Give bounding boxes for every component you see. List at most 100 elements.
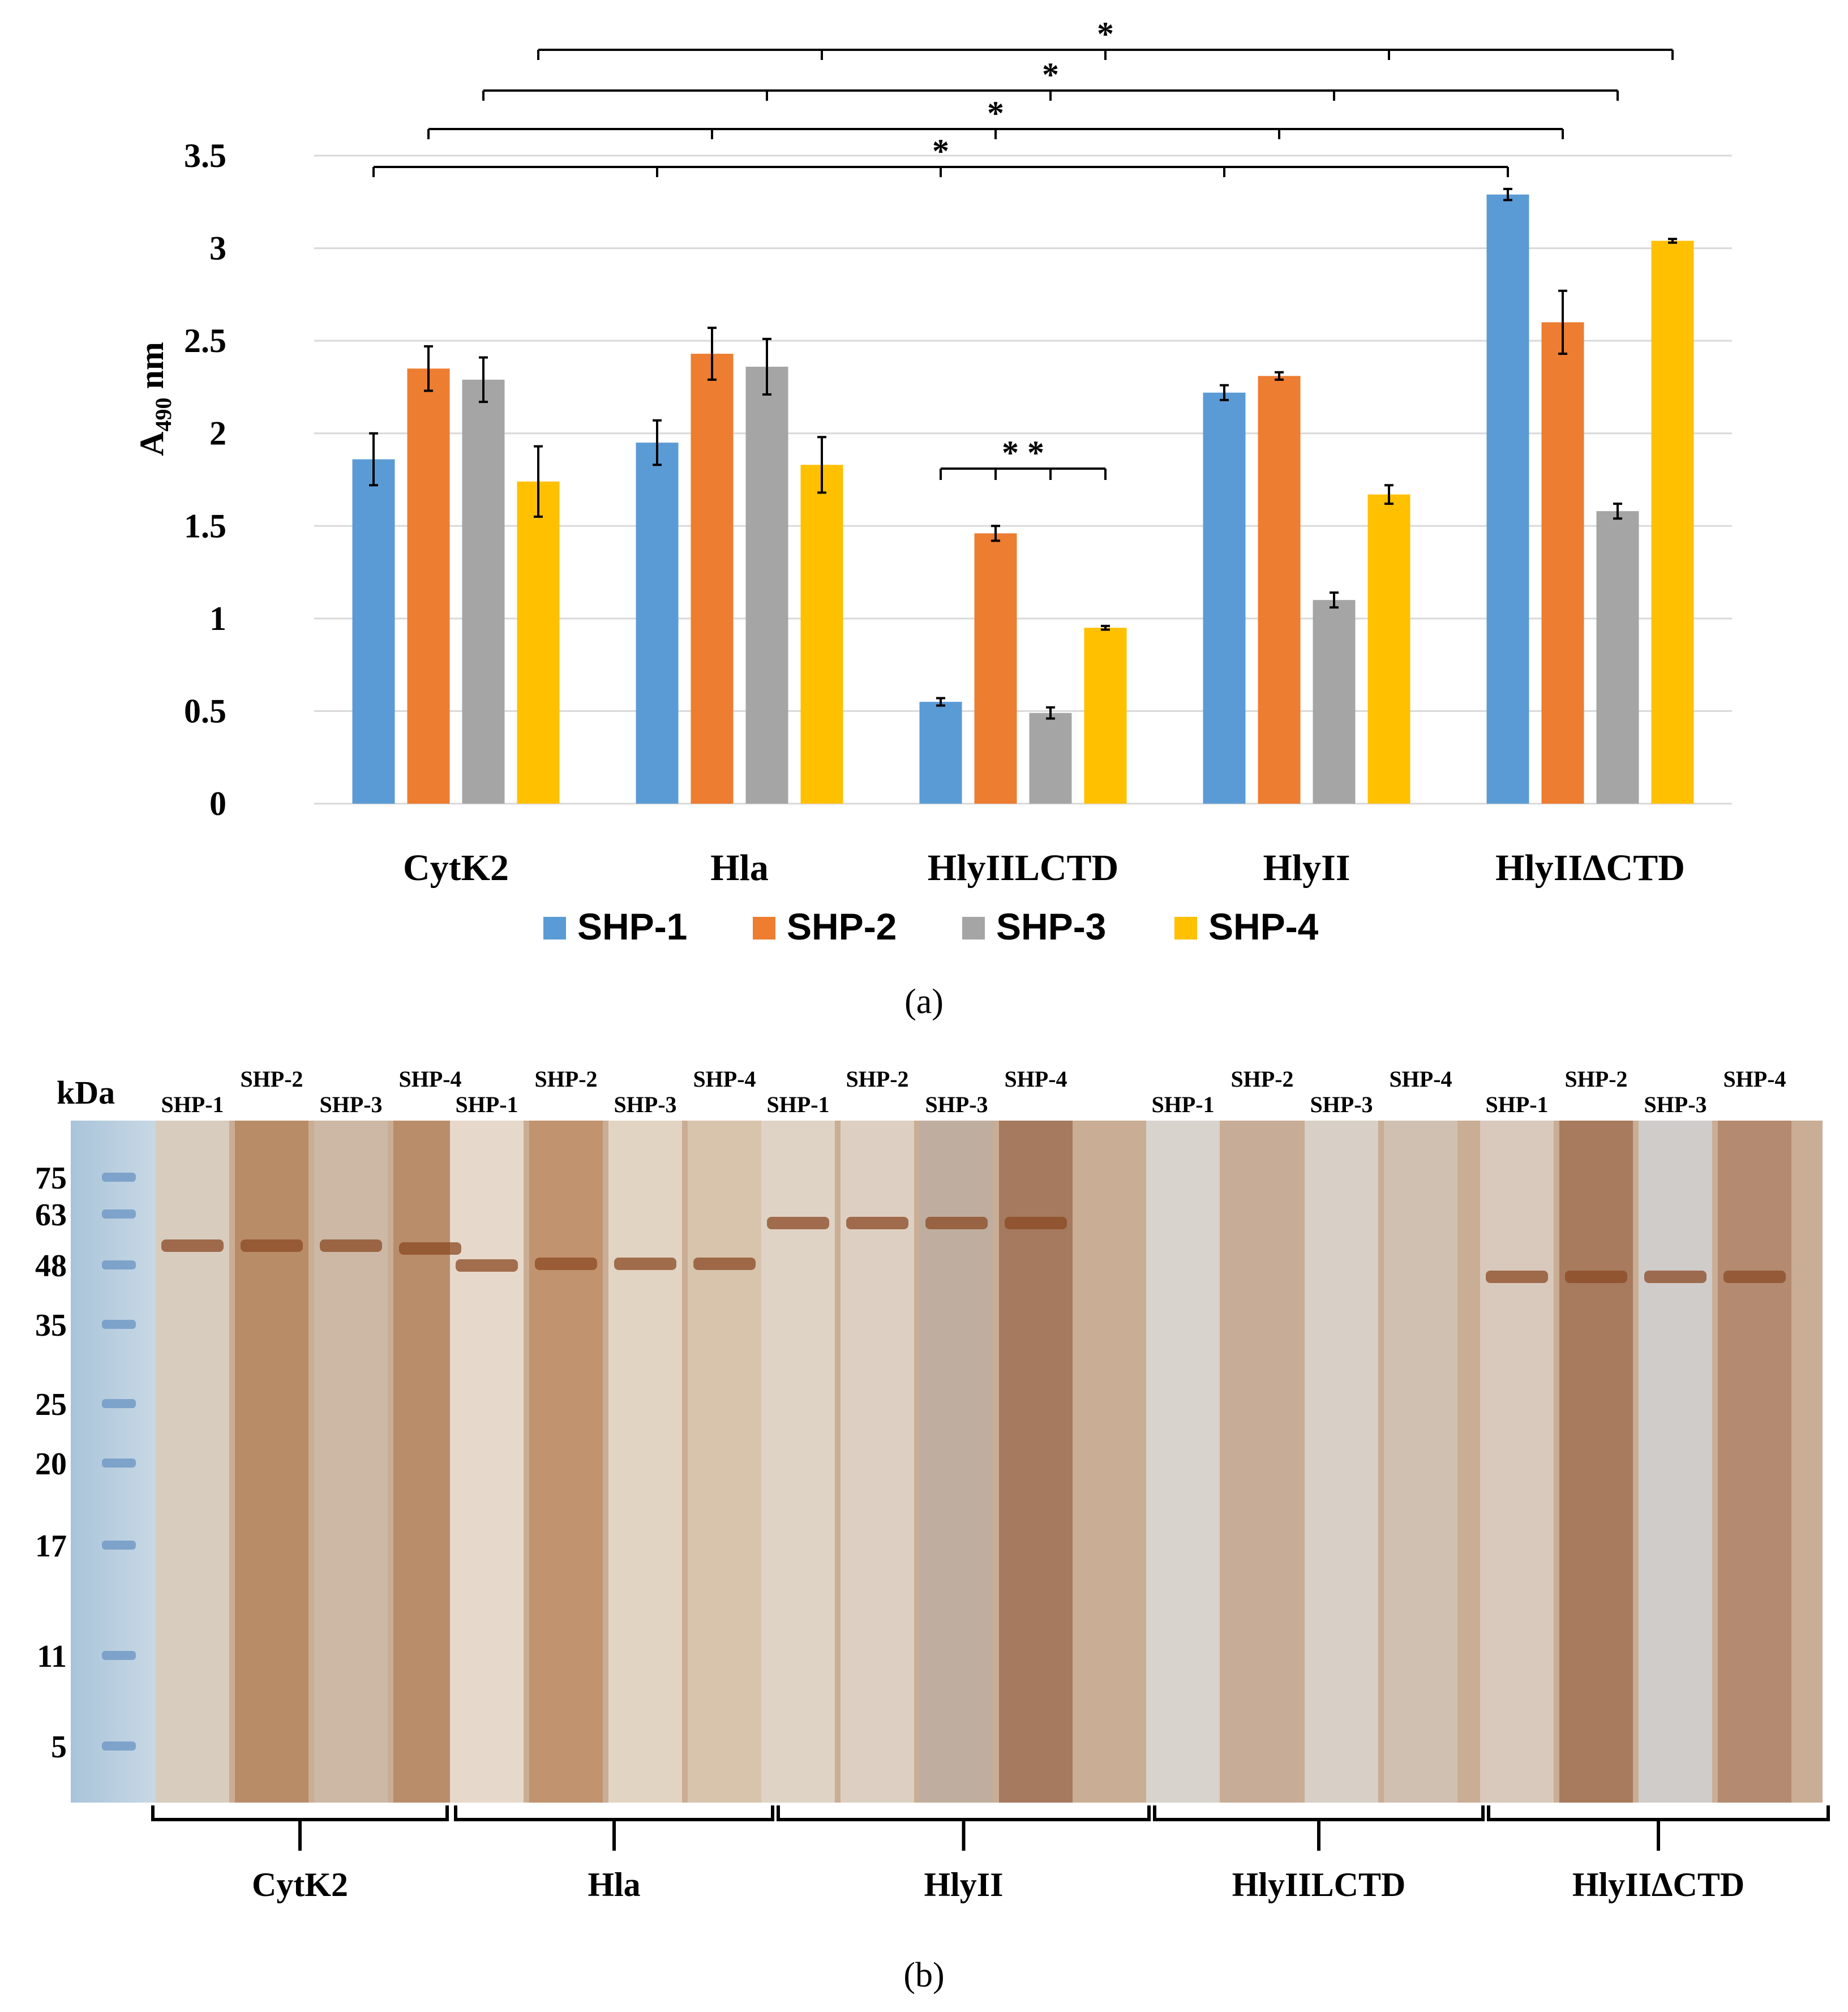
y-axis-label-main: A (133, 432, 170, 456)
ladder-band (102, 1741, 136, 1751)
lane-label: SHP-4 (398, 1066, 461, 1092)
legend-swatch-shp-1 (543, 917, 566, 939)
kda-marker-label: 75 (35, 1161, 67, 1196)
ladder-band (102, 1260, 136, 1269)
ladder-band (102, 1458, 136, 1468)
chart-error-bars (369, 187, 1677, 720)
caption-b: (b) (903, 1956, 945, 1994)
lane-label: SHP-1 (455, 1092, 518, 1117)
lane-label: SHP-2 (1230, 1066, 1293, 1092)
blot-strip (761, 1121, 835, 1803)
lane-label: SHP-1 (1151, 1092, 1214, 1117)
bar-shp-1-2 (919, 702, 962, 804)
kda-marker-label: 25 (35, 1387, 67, 1422)
significance-star: * (932, 132, 949, 170)
protein-band (1005, 1217, 1067, 1229)
bar-chart: 0 0.5 1 1.5 2 2.5 3 3.5 CytK2 Hla HlyIILCTD HlyII H… (133, 15, 1732, 947)
blot-strip (1384, 1121, 1457, 1803)
y-tick-label: 0 (209, 785, 226, 822)
kda-marker-label: 11 (37, 1639, 67, 1674)
protein-band (1486, 1271, 1548, 1283)
group-bracket (454, 1805, 774, 1851)
x-category-label: CytK2 (403, 847, 509, 889)
protein-band (1723, 1271, 1786, 1283)
protein-band (614, 1258, 676, 1270)
x-axis-labels: CytK2 Hla HlyIILCTD HlyII HlyIIΔCTD (403, 847, 1685, 889)
lane-label: SHP-4 (1723, 1066, 1786, 1092)
y-tick-label: 3.5 (184, 137, 226, 174)
blot-strip (1225, 1121, 1299, 1803)
lane-label: SHP-2 (1564, 1066, 1627, 1092)
legend-swatch-shp-4 (1174, 917, 1197, 939)
caption-a: (a) (904, 983, 944, 1021)
bar-shp-1-0 (352, 459, 395, 804)
blot-strip (1480, 1121, 1554, 1803)
lane-label: SHP-3 (1310, 1092, 1373, 1117)
significance-brackets: * * * * * * (372, 15, 1674, 480)
ladder-band (102, 1320, 136, 1329)
legend-label: SHP-2 (787, 906, 897, 947)
blot-strip (1146, 1121, 1220, 1803)
bar-shp-1-1 (636, 443, 679, 804)
protein-band (456, 1259, 518, 1272)
ladder-bands (102, 1173, 136, 1751)
ladder-band (102, 1173, 136, 1182)
lane-label: SHP-2 (846, 1066, 908, 1092)
bar-shp-1-4 (1486, 194, 1529, 804)
blot-strip (1718, 1121, 1791, 1803)
group-bracket (151, 1805, 449, 1851)
lane-label: SHP-4 (693, 1066, 756, 1092)
protein-band (535, 1258, 597, 1270)
y-axis-ticks: 0 0.5 1 1.5 2 2.5 3 3.5 (184, 137, 226, 822)
protein-band (1565, 1271, 1627, 1283)
bar-shp-3-0 (462, 379, 505, 804)
y-tick-label: 0.5 (184, 692, 226, 730)
lane-label: SHP-3 (925, 1092, 988, 1117)
blot-strip (999, 1121, 1073, 1803)
protein-band (925, 1217, 988, 1229)
bar-shp-4-1 (800, 465, 843, 804)
significance-star: * (1042, 56, 1059, 93)
ladder-band (102, 1651, 136, 1660)
bar-shp-3-3 (1313, 600, 1356, 804)
significance-star: * (1097, 15, 1114, 53)
blot-strip (841, 1121, 914, 1803)
x-category-label: HlyIILCTD (928, 847, 1118, 889)
kda-marker-label: 20 (35, 1447, 67, 1482)
x-category-label: HlyII (1263, 847, 1350, 889)
blot-strip (688, 1121, 761, 1803)
legend-swatch-shp-3 (962, 917, 985, 939)
blot-strip (156, 1121, 229, 1803)
x-category-label: Hla (710, 847, 769, 889)
legend-label: SHP-3 (996, 906, 1106, 947)
y-tick-label: 3 (209, 230, 226, 267)
kda-marker-label: 17 (35, 1529, 67, 1564)
bar-shp-4-4 (1651, 241, 1694, 804)
y-axis-label-sub: 490 (151, 398, 176, 432)
y-tick-label: 2 (209, 415, 226, 452)
bar-shp-3-1 (745, 366, 788, 804)
kda-label: kDa (57, 1074, 115, 1111)
blot-strip (235, 1121, 308, 1803)
blot-strip (1305, 1121, 1378, 1803)
y-tick-label: 1 (209, 600, 226, 637)
protein-band (767, 1217, 829, 1229)
protein-band (693, 1258, 756, 1270)
lane-label: SHP-2 (240, 1066, 303, 1092)
bar-shp-3-2 (1029, 713, 1072, 804)
kda-marker-label: 35 (35, 1308, 67, 1343)
ladder-band (102, 1209, 136, 1219)
blot-strip (1639, 1121, 1712, 1803)
lane-label: SHP-1 (1485, 1092, 1548, 1117)
y-axis-label-unit: nm (133, 342, 170, 397)
significance-star: * (987, 95, 1004, 132)
blot-bands (161, 1217, 1786, 1283)
blot-strip (608, 1121, 682, 1803)
y-axis-label: A490 nm (133, 342, 176, 456)
legend-label: SHP-1 (577, 906, 687, 947)
group-label: Hla (588, 1866, 640, 1903)
legend-swatch-shp-2 (753, 917, 775, 939)
group-label: HlyII (924, 1866, 1003, 1903)
group-brackets: CytK2 Hla HlyII HlyIILCTD HlyIIΔCTD (151, 1805, 1830, 1903)
